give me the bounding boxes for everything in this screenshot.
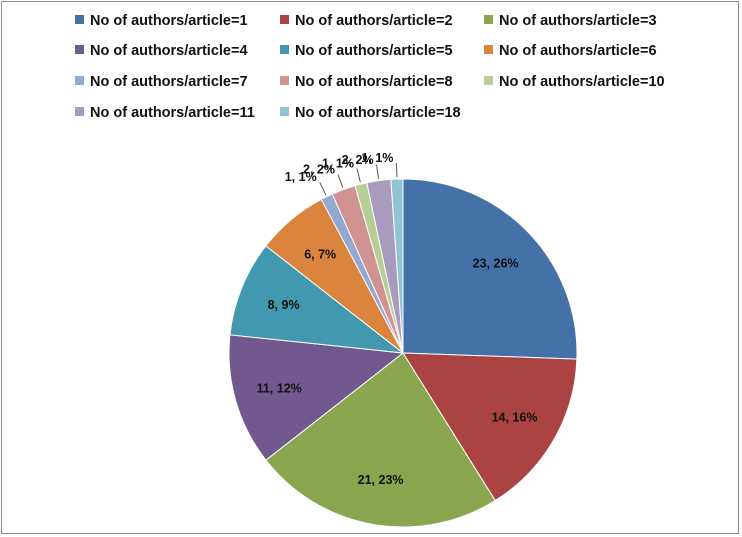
- slice-label: 23, 26%: [473, 257, 519, 271]
- legend-item: No of authors/article=8: [280, 74, 453, 90]
- leader-line: [395, 163, 398, 178]
- slice-label: 6, 7%: [304, 247, 336, 261]
- legend-swatch: [484, 76, 493, 85]
- leader-line: [319, 181, 327, 196]
- legend-label: No of authors/article=3: [499, 13, 657, 29]
- legend-swatch: [75, 45, 84, 54]
- legend-label: No of authors/article=5: [295, 43, 453, 59]
- pie-slice: [402, 178, 578, 360]
- legend-item: No of authors/article=2: [280, 13, 453, 29]
- legend-item: No of authors/article=1: [75, 13, 248, 29]
- legend-label: No of authors/article=7: [90, 74, 248, 90]
- legend-item: No of authors/article=7: [75, 74, 248, 90]
- pie-slice: [390, 178, 404, 354]
- leader-line: [376, 164, 379, 179]
- legend-item: No of authors/article=18: [280, 105, 461, 121]
- legend-swatch: [484, 15, 493, 24]
- slice-label: 2, 2%: [342, 153, 374, 167]
- legend-label: No of authors/article=11: [90, 105, 255, 121]
- legend-label: No of authors/article=6: [499, 43, 657, 59]
- pie-slice: [265, 352, 496, 528]
- leader-line: [356, 168, 361, 183]
- slice-label: 8, 9%: [268, 298, 300, 312]
- legend-swatch: [280, 45, 289, 54]
- legend-swatch: [280, 76, 289, 85]
- slice-label: 1, 1%: [322, 157, 354, 171]
- legend-swatch: [75, 15, 84, 24]
- legend-label: No of authors/article=10: [499, 74, 665, 90]
- leader-line: [337, 174, 344, 188]
- legend-item: No of authors/article=10: [484, 74, 665, 90]
- pie-slice: [229, 245, 405, 354]
- pie-slice: [402, 352, 578, 502]
- slice-label: 14, 16%: [492, 410, 538, 424]
- slice-label: 1, 1%: [361, 151, 393, 165]
- legend-swatch: [484, 45, 493, 54]
- legend-item: No of authors/article=11: [75, 105, 255, 121]
- pie-slice: [228, 334, 405, 461]
- slice-label: 21, 23%: [358, 473, 404, 487]
- legend-label: No of authors/article=8: [295, 74, 453, 90]
- legend-label: No of authors/article=1: [90, 13, 248, 29]
- legend-item: No of authors/article=6: [484, 43, 657, 59]
- legend: No of authors/article=1 No of authors/art…: [75, 13, 665, 121]
- leader-lines: [319, 163, 398, 196]
- legend-item: No of authors/article=3: [484, 13, 657, 29]
- legend-swatch: [280, 15, 289, 24]
- legend-swatch: [280, 107, 289, 116]
- legend-item: No of authors/article=4: [75, 43, 248, 59]
- legend-label: No of authors/article=18: [295, 105, 461, 121]
- pie-slices: [228, 178, 578, 528]
- legend-label: No of authors/article=4: [90, 43, 248, 59]
- legend-item: No of authors/article=5: [280, 43, 453, 59]
- slice-label: 11, 12%: [257, 382, 302, 396]
- slice-label: 2, 2%: [303, 163, 335, 177]
- slice-labels: 23, 26% 14, 16% 21, 23% 11, 12% 8, 9% 6, 7% 1,…: [257, 151, 538, 487]
- legend-swatch: [75, 76, 84, 85]
- slice-label: 1, 1%: [285, 170, 317, 184]
- legend-swatch: [75, 107, 84, 116]
- legend-label: No of authors/article=2: [295, 13, 453, 29]
